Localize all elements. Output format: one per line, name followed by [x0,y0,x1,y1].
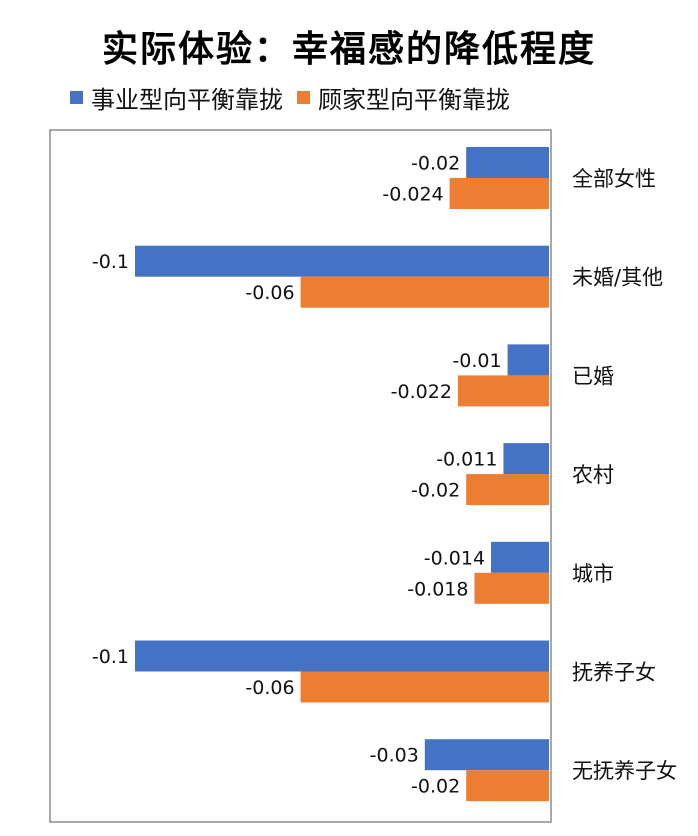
bar-series-1-4 [503,443,549,475]
category-label-7: 无抚养子女 [572,759,677,783]
category-label-2: 未婚/其他 [572,266,663,290]
data-label-series-1-7: -0.03 [370,745,419,767]
bar-series-1-2 [135,245,549,277]
bar-series-1-5 [491,541,549,573]
bar-series-2-2 [300,276,549,308]
data-label-series-1-2: -0.1 [92,251,129,273]
data-label-series-2-4: -0.02 [411,480,460,502]
data-label-series-2-2: -0.06 [245,282,294,304]
data-label-series-1-4: -0.011 [436,449,497,471]
data-label-series-2-5: -0.018 [407,578,468,600]
data-label-series-1-3: -0.01 [452,350,501,372]
data-label-series-1-6: -0.1 [92,646,129,668]
bar-series-1-1 [466,147,549,178]
bar-series-2-3 [457,375,549,407]
legend-item-series-1: 事业型向平衡靠拢 [70,80,283,115]
bar-series-2-6 [300,671,549,703]
bar-series-1-3 [507,344,549,376]
plot-area-border [49,129,552,823]
legend: 事业型向平衡靠拢 顾家型向平衡靠拢 [70,80,524,114]
category-label-6: 抚养子女 [572,661,656,685]
legend-label-series-1: 事业型向平衡靠拢 [91,85,283,114]
legend-item-series-2: 顾家型向平衡靠拢 [297,80,510,115]
data-label-series-2-3: -0.022 [391,381,452,403]
legend-label-series-2: 顾家型向平衡靠拢 [318,85,510,114]
data-label-series-2-7: -0.02 [411,776,460,798]
bar-series-2-5 [474,572,549,604]
category-label-5: 城市 [572,562,614,586]
bar-series-2-1 [449,178,549,209]
data-label-series-1-5: -0.014 [424,547,485,569]
bar-series-1-6 [135,640,549,672]
category-label-3: 已婚 [572,364,614,388]
category-label-1: 全部女性 [572,167,656,191]
data-label-series-2-1: -0.024 [382,184,443,206]
chart-title: 实际体验：幸福感的降低程度 [101,29,596,70]
bar-series-1-7 [424,739,549,771]
bar-series-2-4 [466,474,549,506]
data-label-series-2-6: -0.06 [245,677,294,699]
legend-swatch-series-2 [297,90,310,104]
bar-series-2-7 [466,770,549,802]
legend-swatch-series-1 [70,90,83,104]
category-label-4: 农村 [572,463,614,487]
data-label-series-1-1: -0.02 [411,153,460,175]
